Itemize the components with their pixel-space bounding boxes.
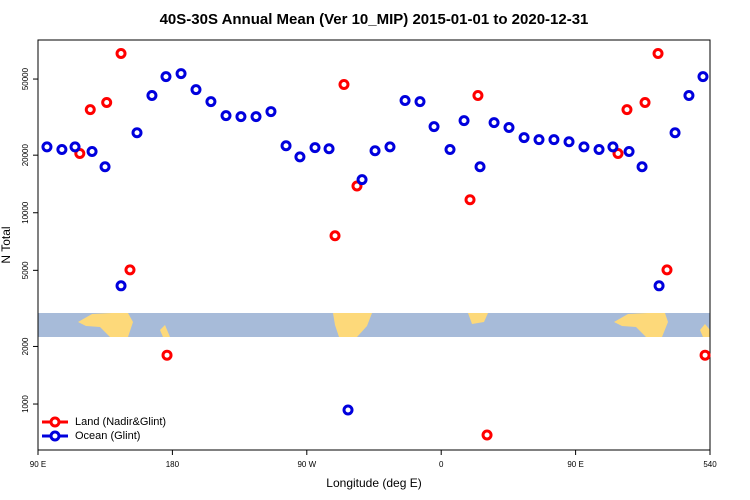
point (444, 144, 456, 156)
point (399, 95, 411, 107)
point (99, 161, 111, 173)
x-tick-label: 90 E (30, 460, 46, 469)
point (548, 134, 560, 146)
point (161, 349, 173, 361)
point (115, 48, 127, 60)
legend-marker (49, 430, 61, 442)
point (488, 117, 500, 129)
point (578, 141, 590, 153)
point (101, 97, 113, 109)
point (250, 111, 262, 123)
point (124, 264, 136, 276)
point (265, 106, 277, 118)
point (653, 280, 665, 292)
point (699, 349, 711, 361)
point (175, 68, 187, 80)
x-tick-label: 0 (439, 460, 444, 469)
point (533, 134, 545, 146)
point (593, 144, 605, 156)
point (115, 280, 127, 292)
point (146, 90, 158, 102)
point (464, 194, 476, 206)
y-axis-label: N Total (0, 226, 13, 263)
legend-label: Land (Nadir&Glint) (75, 416, 166, 428)
point (235, 111, 247, 123)
y-tick-label: 50000 (21, 67, 30, 90)
point (190, 84, 202, 96)
point (323, 143, 335, 155)
point (342, 404, 354, 416)
point (280, 140, 292, 152)
point (294, 151, 306, 163)
point (481, 429, 493, 441)
map-strip (38, 313, 710, 337)
point (369, 145, 381, 157)
point (86, 146, 98, 158)
point (669, 127, 681, 139)
point (205, 96, 217, 108)
point (474, 161, 486, 173)
point (607, 141, 619, 153)
y-tick-label: 5000 (21, 261, 30, 279)
legend-marker (49, 416, 61, 428)
point (56, 144, 68, 156)
point (503, 122, 515, 134)
point (160, 71, 172, 83)
point (69, 141, 81, 153)
y-tick-label: 1000 (21, 395, 30, 413)
x-tick-label: 90 W (297, 460, 316, 469)
point (683, 90, 695, 102)
point (563, 136, 575, 148)
point (329, 230, 341, 242)
x-tick-label: 180 (166, 460, 180, 469)
point (623, 146, 635, 158)
plot-frame (37, 39, 711, 451)
point (661, 264, 673, 276)
chart-title: 40S-30S Annual Mean (Ver 10_MIP) 2015-01… (160, 11, 589, 28)
legend-label: Ocean (Glint) (75, 430, 140, 442)
point (639, 97, 651, 109)
point (518, 132, 530, 144)
x-tick-label: 90 E (567, 460, 583, 469)
point (356, 174, 368, 186)
point (458, 115, 470, 127)
point (309, 142, 321, 154)
point (612, 148, 624, 160)
x-axis-label: Longitude (deg E) (326, 476, 421, 490)
y-tick-label: 10000 (21, 201, 30, 224)
y-tick-label: 2000 (21, 337, 30, 355)
point (351, 180, 363, 192)
point (697, 71, 709, 83)
point (428, 121, 440, 133)
point (220, 110, 232, 122)
x-tick-label: 540 (703, 460, 717, 469)
point (131, 127, 143, 139)
point (41, 141, 53, 153)
point (384, 141, 396, 153)
point (652, 48, 664, 60)
point (621, 104, 633, 116)
point (338, 79, 350, 91)
point (636, 161, 648, 173)
point (84, 104, 96, 116)
y-tick-label: 20000 (21, 143, 30, 166)
point (472, 90, 484, 102)
point (414, 96, 426, 108)
